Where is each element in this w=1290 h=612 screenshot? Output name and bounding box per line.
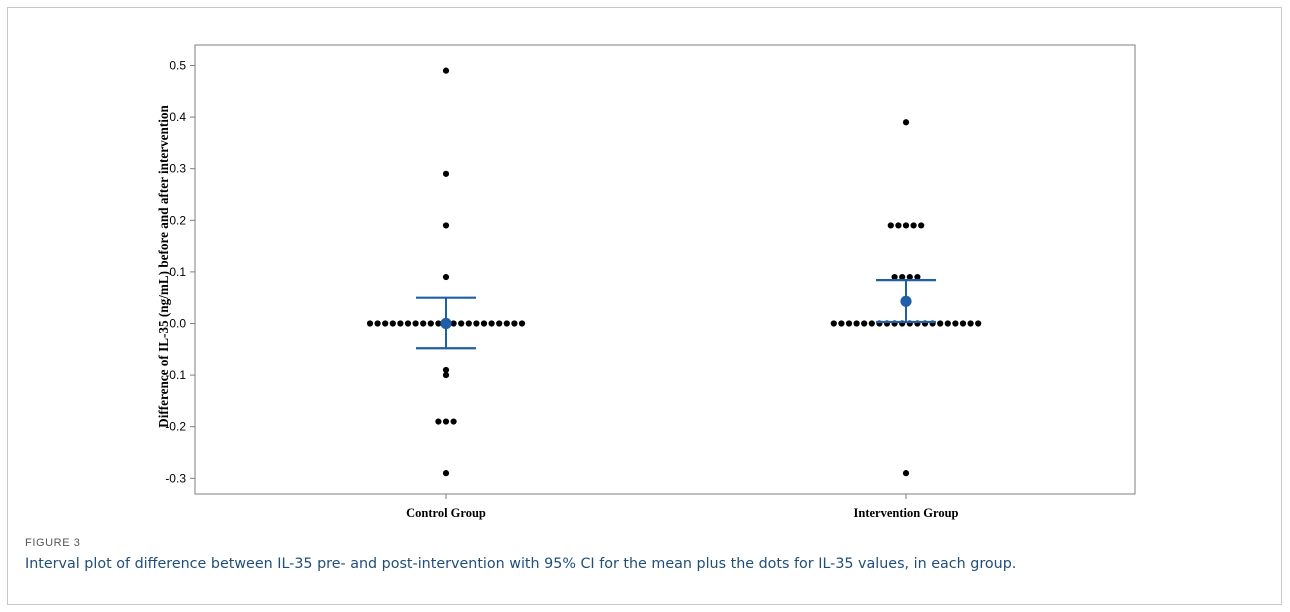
data-dot: [458, 320, 465, 327]
y-axis-label: Difference of IL-35 (ng/mL) before and a…: [156, 105, 171, 428]
figure-caption: Interval plot of difference between IL-3…: [25, 556, 1017, 572]
data-dot: [503, 320, 510, 327]
data-dot: [914, 273, 921, 281]
x-axis-ticks: Control Group Intervention Group: [406, 494, 959, 520]
y-tick-label: -0.1: [165, 368, 186, 382]
confidence-intervals: [416, 279, 936, 350]
data-dot: [427, 320, 434, 327]
data-dot: [891, 273, 898, 281]
y-tick-label: 0.0: [169, 317, 186, 331]
y-tick-label: 0.5: [169, 59, 186, 73]
data-dot: [830, 320, 837, 327]
data-dot: [412, 320, 419, 327]
data-dot: [868, 320, 875, 327]
data-dot: [442, 273, 450, 281]
data-dot: [435, 320, 442, 327]
data-dot: [853, 320, 860, 327]
data-dot: [899, 273, 906, 281]
data-dot: [366, 320, 374, 327]
y-tick-label: 0.1: [169, 265, 186, 279]
plot-area: [194, 44, 1136, 495]
data-dot: [861, 320, 868, 327]
data-dot: [906, 273, 913, 281]
x-tick-label: Control Group: [406, 506, 486, 520]
data-dot: [975, 320, 982, 327]
figure-frame: [7, 7, 1282, 605]
data-dot: [910, 222, 917, 229]
data-dot: [442, 170, 450, 177]
data-dot: [382, 320, 389, 327]
mean-marker: [900, 295, 912, 307]
figure-label: FIGURE 3: [25, 537, 81, 549]
data-dot: [374, 320, 381, 327]
data-dot: [967, 320, 974, 327]
y-tick-label: -0.3: [165, 471, 186, 485]
x-tick-label: Intervention Group: [854, 506, 959, 520]
data-dot: [420, 320, 427, 327]
data-dot: [442, 372, 450, 379]
y-axis-ticks: -0.3 -0.2 -0.1 0.0 0.1 0.2 0.3 0.4 0.5: [165, 59, 195, 485]
mean-marker: [440, 317, 452, 330]
data-dot: [389, 320, 396, 327]
data-dot: [902, 119, 910, 126]
data-dot: [838, 320, 845, 327]
data-dot: [442, 222, 450, 229]
data-dot: [902, 470, 910, 477]
data-dot: [450, 320, 457, 327]
data-dot: [435, 418, 442, 425]
data-dot: [442, 418, 450, 425]
data-dot: [902, 222, 910, 229]
data-dot: [496, 320, 503, 327]
data-dot: [895, 222, 902, 229]
data-dot: [952, 320, 959, 327]
data-dot: [518, 320, 526, 327]
data-dot: [845, 320, 853, 327]
data-dot: [404, 320, 412, 327]
data-dot: [473, 320, 480, 327]
data-dot: [480, 320, 488, 327]
data-dot: [488, 320, 495, 327]
data-dot: [442, 366, 450, 374]
data-dot: [944, 320, 951, 327]
data-dot: [397, 320, 404, 327]
y-tick-label: 0.3: [169, 162, 186, 176]
data-dot: [450, 418, 457, 425]
data-dot: [887, 222, 894, 229]
data-dot: [511, 320, 518, 327]
data-dot: [442, 67, 450, 74]
y-tick-label: 0.2: [169, 213, 186, 227]
y-tick-label: 0.4: [169, 110, 186, 124]
data-dots: [366, 67, 982, 477]
y-tick-label: -0.2: [165, 420, 186, 434]
data-dot: [918, 222, 925, 229]
data-dot: [465, 320, 472, 327]
data-dot: [442, 470, 450, 477]
data-dot: [937, 320, 944, 327]
data-dot: [959, 320, 967, 327]
